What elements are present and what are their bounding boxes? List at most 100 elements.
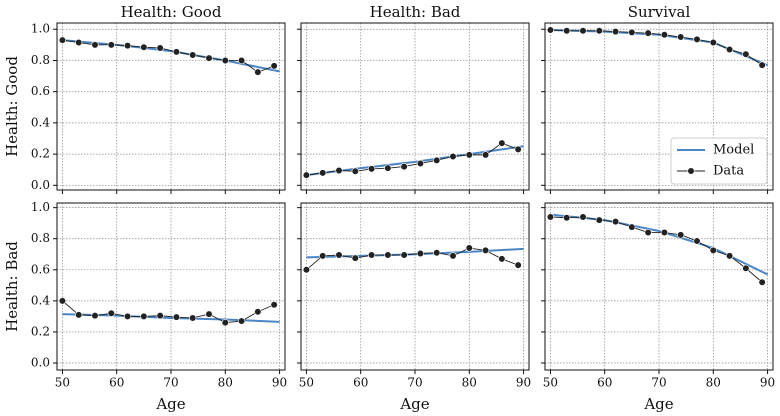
panel-title: Health: Bad: [370, 3, 461, 21]
data-point: [172, 48, 181, 56]
panel-frame: [56, 22, 286, 191]
y-tick-label: 1.0: [31, 200, 50, 214]
data-point: [677, 33, 685, 41]
data-point: [254, 68, 262, 76]
y-axis-label: Health: Good: [3, 56, 21, 157]
data-point: [595, 216, 603, 224]
panel-frame: [56, 202, 286, 371]
data-point: [367, 165, 376, 173]
data-point: [140, 312, 148, 321]
data-point: [123, 312, 132, 321]
x-tick-label: 60: [353, 376, 368, 390]
data-point: [725, 252, 734, 260]
y-tick-label: 0.8: [31, 53, 50, 67]
data-point: [465, 151, 473, 159]
data-point: [416, 159, 425, 168]
data-point: [107, 309, 115, 317]
data-point: [725, 45, 734, 54]
data-point: [677, 231, 685, 239]
data-point: [628, 223, 636, 231]
panel: 0.0 0.2 0.4 0.6 0.8 1.0 Health: Good Health: Go…: [3, 3, 286, 194]
y-axis-label: Health: Bad: [3, 241, 21, 332]
legend-marker: [687, 167, 695, 175]
panel: Survival Model Data: [541, 3, 774, 194]
x-tick-label: 80: [218, 376, 233, 390]
x-axis-label: Age: [155, 395, 185, 413]
y-tick-label: 0.0: [31, 356, 50, 370]
data-point: [107, 41, 115, 49]
panel-frame: [544, 202, 774, 371]
data-point: [546, 213, 555, 221]
data-point: [237, 56, 246, 65]
y-tick-label: 0.8: [31, 231, 50, 245]
x-tick-label: 50: [299, 376, 314, 390]
data-point: [75, 311, 83, 319]
y-tick-label: 0.6: [31, 262, 50, 276]
data-point: [367, 251, 376, 259]
data-point: [400, 162, 408, 171]
panel-frame: [300, 202, 530, 371]
data-point: [221, 319, 229, 327]
data-point: [628, 28, 636, 36]
x-tick-label: 90: [272, 376, 287, 390]
data-point: [91, 312, 99, 320]
x-axis-label: Age: [643, 395, 673, 413]
x-tick-label: 80: [462, 376, 477, 390]
data-point: [433, 156, 441, 164]
data-point: [351, 254, 359, 262]
data-point: [693, 237, 701, 245]
x-axis-label: Age: [399, 395, 429, 413]
data-point: [221, 56, 229, 65]
data-point: [335, 166, 343, 175]
x-tick-label: 70: [407, 376, 422, 390]
data-point: [758, 61, 766, 69]
data-point: [644, 228, 652, 237]
panel-frame: [300, 22, 530, 191]
y-tick-label: 1.0: [31, 22, 50, 36]
y-tick-label: 0.6: [31, 84, 50, 98]
data-point: [172, 313, 181, 321]
data-point: [611, 218, 620, 226]
data-point: [123, 42, 132, 50]
data-point: [563, 214, 571, 222]
legend-label: Data: [713, 164, 744, 179]
data-point: [91, 41, 99, 49]
data-point: [270, 301, 278, 309]
data-point: [237, 317, 246, 325]
data-point: [302, 266, 311, 274]
x-tick-label: 60: [109, 376, 124, 390]
panel: 0.0 0.2 0.4 0.6 0.8 1.0 50 60 70 80 90 Age Health: B…: [3, 200, 287, 413]
data-point: [709, 246, 717, 254]
x-tick-label: 60: [597, 376, 612, 390]
data-point: [254, 308, 262, 316]
data-point: [302, 171, 311, 179]
data-point: [449, 252, 457, 260]
data-point: [644, 29, 652, 37]
x-tick-label: 90: [760, 376, 775, 390]
x-tick-label: 50: [543, 376, 558, 390]
data-point: [498, 139, 506, 147]
data-point: [433, 249, 441, 257]
data-point: [709, 38, 717, 47]
data-point: [270, 62, 278, 70]
data-point: [514, 145, 522, 154]
data-point: [481, 246, 490, 254]
data-point: [611, 27, 620, 36]
y-tick-label: 0.2: [31, 324, 50, 338]
data-point: [400, 251, 408, 259]
data-point: [416, 249, 425, 258]
panel-title: Survival: [628, 3, 691, 21]
data-point: [595, 27, 603, 35]
data-point: [384, 251, 392, 259]
data-point: [205, 54, 213, 62]
data-point: [58, 36, 67, 44]
y-tick-label: 0.4: [31, 293, 50, 307]
x-tick-label: 80: [706, 376, 721, 390]
panel: Health: Bad: [297, 3, 530, 194]
panel: 50 60 70 80 90 Age: [541, 202, 775, 413]
data-point: [742, 264, 750, 272]
data-point: [660, 31, 669, 39]
model-line: [62, 39, 280, 73]
data-point: [481, 151, 490, 159]
